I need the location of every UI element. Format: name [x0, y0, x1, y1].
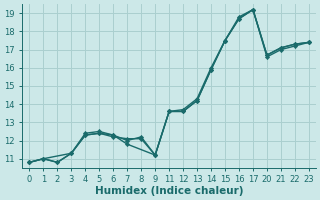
X-axis label: Humidex (Indice chaleur): Humidex (Indice chaleur)	[95, 186, 244, 196]
